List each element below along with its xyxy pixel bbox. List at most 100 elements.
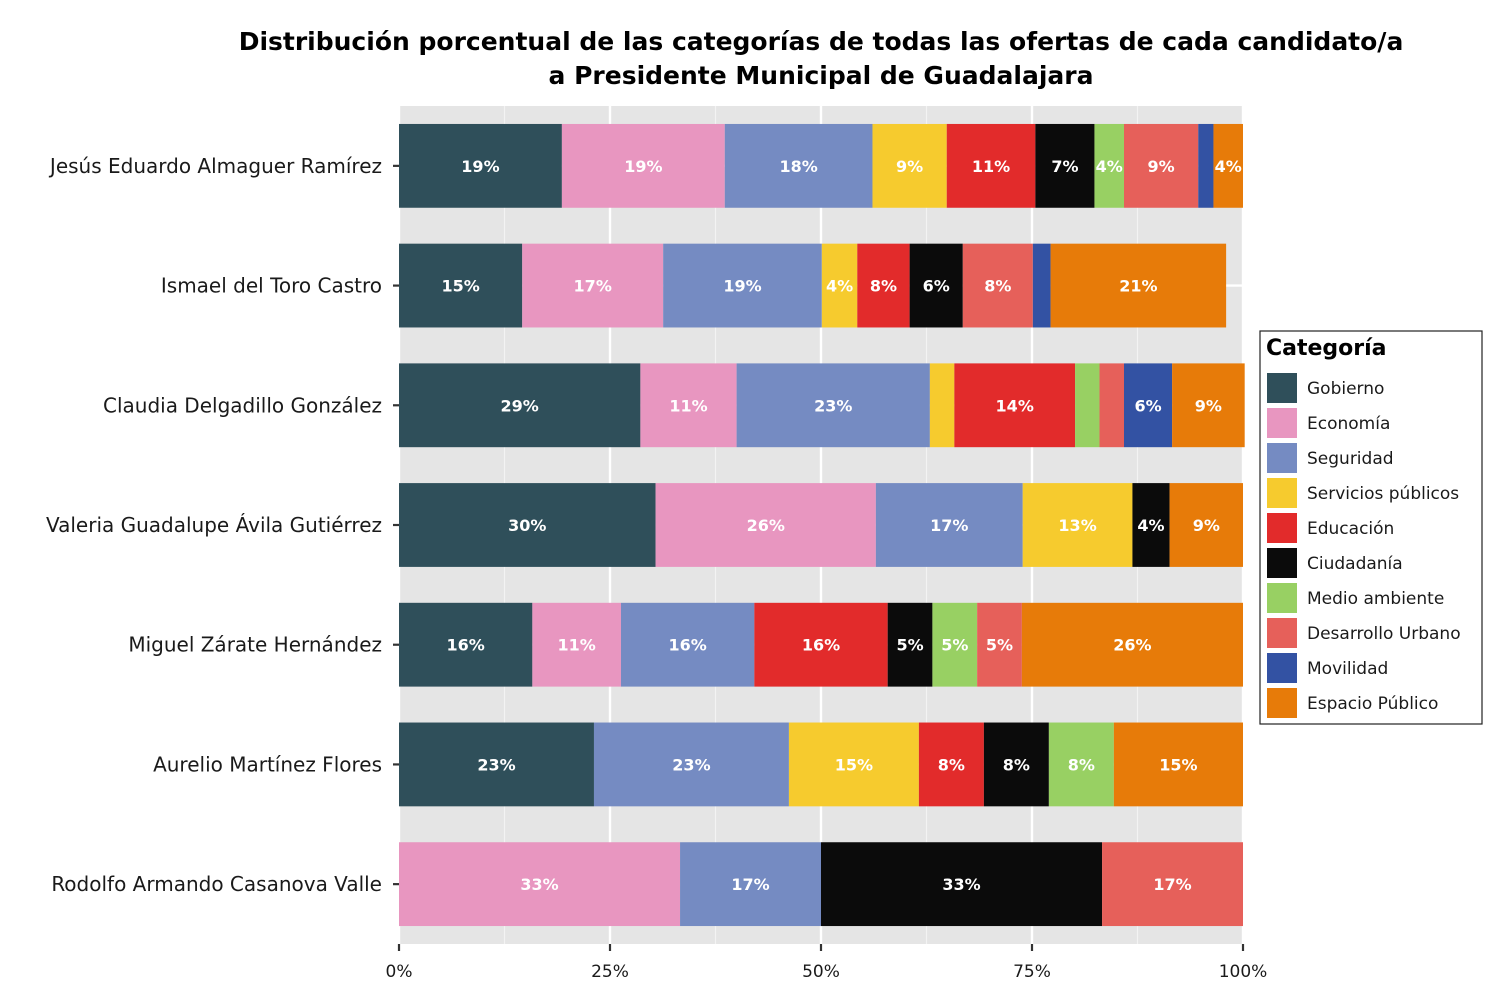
legend-swatch (1267, 408, 1297, 438)
legend-swatch (1267, 618, 1297, 648)
bar-segment (1048, 722, 1114, 807)
bar-data-label: 4% (1137, 516, 1164, 535)
bar-segment (724, 123, 873, 208)
bar-data-label: 23% (672, 755, 710, 774)
bar-data-label: 15% (835, 755, 873, 774)
legend-label: Seguridad (1307, 449, 1394, 469)
legend: Categoría Gobierno Economía Seguridad Servi… (1259, 330, 1483, 725)
bar-data-label: 29% (501, 396, 539, 415)
legend-label: Educación (1307, 519, 1394, 539)
bar-data-label: 8% (984, 277, 1011, 296)
bar-segment (1123, 123, 1199, 208)
bar-segment (399, 842, 681, 927)
bar-data-label: 9% (1195, 396, 1222, 415)
bar-segment (1213, 123, 1243, 208)
bar-data-label: 5% (941, 636, 968, 655)
legend-swatch (1267, 583, 1297, 613)
bar-data-label: 6% (923, 277, 950, 296)
bar-data-label: 21% (1119, 277, 1157, 296)
bar-data-label: 9% (896, 157, 923, 176)
legend-label: Movilidad (1307, 659, 1388, 679)
bar-data-label: 23% (814, 396, 852, 415)
bar-segment (1132, 483, 1170, 567)
legend-label: Servicios públicos (1307, 484, 1459, 504)
bar-segment (640, 363, 737, 448)
y-tick-label: Valeria Guadalupe Ávila Gutiérrez (46, 513, 382, 537)
bar-segment (821, 243, 858, 328)
bar-segment (788, 722, 919, 807)
bar-data-label: 33% (942, 875, 980, 894)
bar-data-label: 16% (668, 636, 706, 655)
legend-title: Categoría (1266, 336, 1387, 361)
bar-data-label: 11% (558, 636, 596, 655)
y-tick-label: Claudia Delgadillo González (103, 393, 382, 417)
bar-data-label: 17% (930, 516, 968, 535)
bar-data-label: 9% (1193, 516, 1220, 535)
legend-swatch (1267, 443, 1297, 473)
bar-segment (1198, 123, 1214, 208)
y-tick-label: Rodolfo Armando Casanova Valle (51, 872, 382, 896)
x-axis: 0% 25% 50% 75% 100% (386, 944, 1268, 982)
x-tick-label: 75% (1013, 962, 1051, 982)
bar-segment (620, 602, 755, 687)
legend-swatch (1267, 373, 1297, 403)
bars: 19% 19% 18% 9% 11% 7% 4% 9% 4% 15% 17% 19% 4% 8% 6% 8% 2… (399, 123, 1245, 927)
bar-segment (1113, 722, 1243, 807)
legend-swatch (1267, 548, 1297, 578)
bar-data-label: 15% (1159, 755, 1197, 774)
legend-items: Gobierno Economía Seguridad Servicios públi… (1267, 373, 1461, 718)
bar-segment (875, 483, 1023, 567)
bar-data-label: 30% (508, 516, 546, 535)
bar-data-label: 16% (447, 636, 485, 655)
bar-segment (680, 842, 821, 927)
x-tick-label: 50% (802, 962, 840, 982)
x-tick-label: 0% (386, 962, 413, 982)
bar-data-label: 19% (723, 277, 761, 296)
bar-segment (821, 842, 1103, 927)
bar-data-label: 17% (731, 875, 769, 894)
legend-swatch (1267, 653, 1297, 683)
chart-title-line-2: a Presidente Municipal de Guadalajara (549, 61, 1094, 90)
bar-segment (887, 602, 933, 687)
bar-data-label: 26% (1113, 636, 1151, 655)
bar-segment (857, 243, 910, 328)
bar-segment (1169, 483, 1243, 567)
bar-data-label: 6% (1134, 396, 1161, 415)
bar-data-label: 8% (870, 277, 897, 296)
y-tick-label: Ismael del Toro Castro (161, 274, 382, 298)
legend-swatch (1267, 688, 1297, 718)
bar-data-label: 11% (669, 396, 707, 415)
bar-segment (1035, 123, 1095, 208)
bar-segment (561, 123, 725, 208)
bar-segment (977, 602, 1022, 687)
legend-label: Economía (1307, 414, 1390, 434)
x-tick-label: 100% (1219, 962, 1268, 982)
bar-data-label: 4% (826, 277, 853, 296)
legend-label: Ciudadanía (1307, 554, 1403, 574)
bar-segment (1123, 363, 1173, 448)
bar-segment (954, 363, 1076, 448)
legend-label: Desarrollo Urbano (1307, 624, 1461, 644)
bar-segment (399, 123, 562, 208)
bar-data-label: 11% (972, 157, 1010, 176)
bar-segment (399, 602, 533, 687)
bar-segment (1032, 243, 1051, 328)
legend-swatch (1267, 513, 1297, 543)
chart-title: Distribución porcentual de las categoría… (239, 27, 1404, 90)
bar-data-label: 14% (996, 396, 1034, 415)
bar-data-label: 19% (624, 157, 662, 176)
bar-segment (932, 602, 978, 687)
bar-segment (1102, 842, 1243, 927)
legend-label: Gobierno (1307, 379, 1384, 399)
bar-data-label: 15% (441, 277, 479, 296)
legend-swatch (1267, 478, 1297, 508)
bar-segment (754, 602, 888, 687)
bar-data-label: 19% (461, 157, 499, 176)
bar-segment (399, 243, 523, 328)
bar-segment (399, 363, 641, 448)
bar-segment (593, 722, 789, 807)
chart-title-line-1: Distribución porcentual de las categoría… (239, 27, 1404, 56)
y-tick-label: Aurelio Martínez Flores (153, 752, 382, 776)
bar-segment (399, 483, 656, 567)
